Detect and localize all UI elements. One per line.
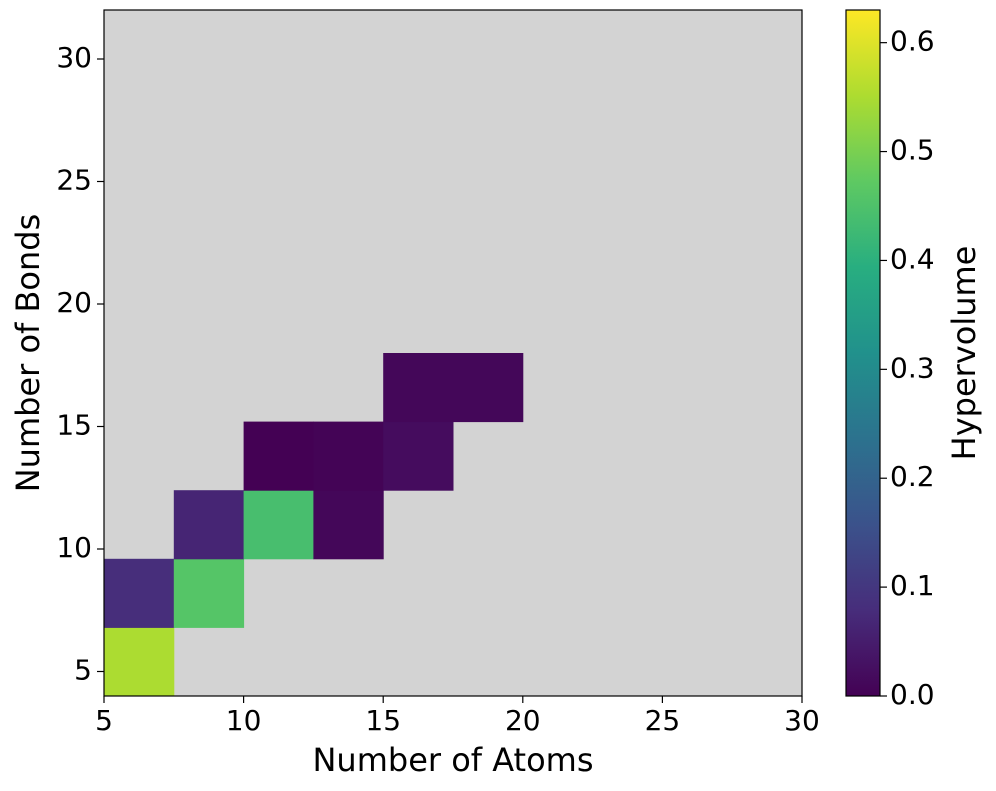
heatmap-cell bbox=[173, 558, 245, 628]
y-tick-label: 20 bbox=[56, 286, 92, 319]
colorbar-tick-label: 0.0 bbox=[890, 678, 935, 711]
x-tick-label: 10 bbox=[226, 704, 262, 737]
plot-frame bbox=[103, 9, 803, 697]
y-tick-label: 5 bbox=[74, 654, 92, 687]
colorbar-tick-label: 0.2 bbox=[890, 460, 935, 493]
y-tick-label: 25 bbox=[56, 164, 92, 197]
x-tick-label: 15 bbox=[365, 704, 401, 737]
y-tick-label: 15 bbox=[56, 409, 92, 442]
colorbar-label: Hypervolume bbox=[945, 246, 983, 461]
colorbar-tick-label: 0.5 bbox=[890, 134, 935, 167]
heatmap-cell bbox=[104, 627, 175, 697]
heatmap-cell bbox=[243, 421, 314, 491]
y-tick-label: 10 bbox=[56, 531, 92, 564]
colorbar-tick-label: 0.6 bbox=[890, 25, 935, 58]
heatmap-cell bbox=[383, 421, 454, 491]
heatmap-cell bbox=[104, 558, 175, 628]
colorbar bbox=[845, 9, 881, 697]
heatmap-cell bbox=[313, 421, 384, 491]
heatmap-cell bbox=[173, 490, 245, 560]
x-axis-label: Number of Atoms bbox=[312, 741, 593, 779]
heatmap-cell bbox=[453, 353, 524, 423]
heatmap-cell bbox=[313, 490, 384, 560]
x-tick-label: 25 bbox=[645, 704, 681, 737]
y-tick-label: 30 bbox=[56, 41, 92, 74]
cells bbox=[104, 353, 524, 697]
colorbar-tick-label: 0.3 bbox=[890, 351, 935, 384]
y-axis-label: Number of Bonds bbox=[9, 214, 47, 493]
heatmap-cell bbox=[383, 353, 454, 423]
colorbar-tick-label: 0.4 bbox=[890, 242, 935, 275]
heatmap-cell bbox=[243, 490, 314, 560]
colorbar-tick-label: 0.1 bbox=[890, 569, 935, 602]
x-tick-label: 20 bbox=[505, 704, 541, 737]
x-tick-label: 30 bbox=[784, 704, 820, 737]
x-tick-label: 5 bbox=[95, 704, 113, 737]
